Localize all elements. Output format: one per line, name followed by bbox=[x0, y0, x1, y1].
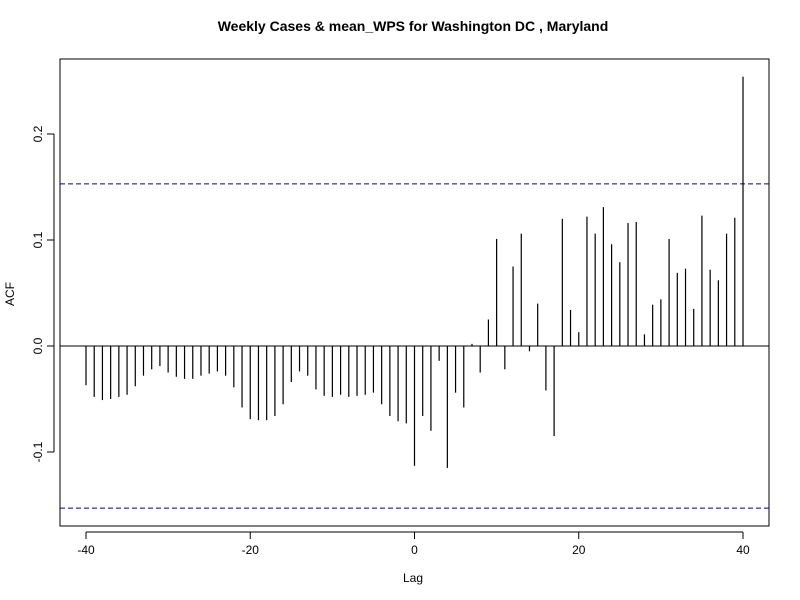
x-axis: -40 -20 0 20 40 bbox=[77, 531, 750, 557]
acf-bars bbox=[85, 76, 744, 468]
plot-frame bbox=[59, 58, 770, 527]
y-tick-label: 0.0 bbox=[31, 337, 45, 354]
chart-title: Weekly Cases & mean_WPS for Washington D… bbox=[218, 18, 609, 34]
x-tick-label: 0 bbox=[411, 543, 418, 557]
y-axis-label: ACF bbox=[3, 282, 17, 306]
y-tick-label: 0.1 bbox=[31, 231, 45, 248]
x-tick-label: -40 bbox=[77, 543, 95, 557]
y-tick-label: 0.2 bbox=[31, 125, 45, 142]
y-tick-label: -0.1 bbox=[31, 441, 45, 462]
x-tick-label: -20 bbox=[242, 543, 260, 557]
y-axis: -0.1 0.0 0.1 0.2 bbox=[31, 125, 55, 462]
x-tick-label: 20 bbox=[572, 543, 586, 557]
x-tick-label: 40 bbox=[736, 543, 750, 557]
confidence-bounds bbox=[60, 183, 769, 509]
x-axis-label: Lag bbox=[403, 571, 423, 585]
